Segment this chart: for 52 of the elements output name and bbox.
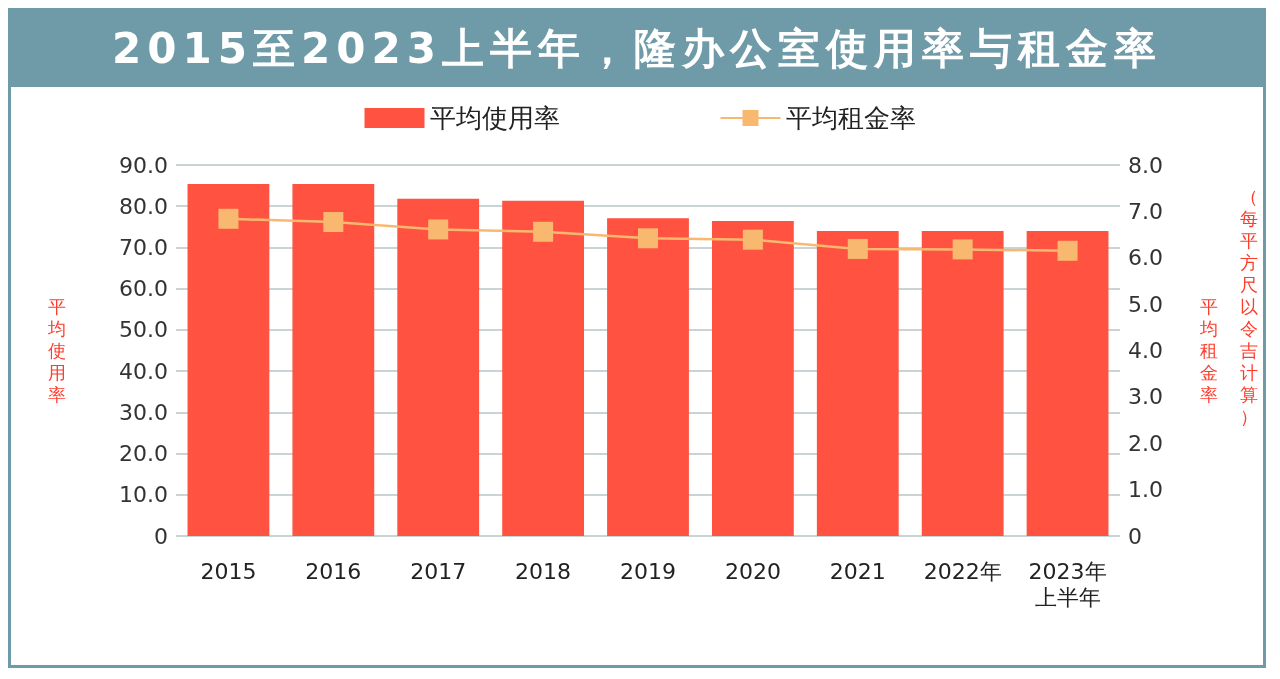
x-tick-label: 2018	[515, 558, 572, 584]
point	[323, 212, 344, 233]
x-tick-label: 2016	[305, 558, 362, 584]
bar	[187, 183, 270, 536]
bar	[921, 230, 1004, 536]
y-tick-label: 40.0	[119, 358, 168, 384]
x-tick-label: 2017	[410, 558, 467, 584]
point	[638, 228, 658, 249]
y2-tick-label: 5.0	[1128, 291, 1163, 317]
y-axis-title: 平均使用率	[47, 296, 66, 405]
y2-tick-label: 1.0	[1128, 477, 1163, 503]
x-tick-label: 2022年	[923, 558, 1002, 584]
y2-tick-label: 4.0	[1128, 338, 1163, 363]
y-tick-label: 30.0	[119, 399, 168, 425]
y2-tick-label: 6.0	[1128, 245, 1163, 271]
point	[428, 219, 449, 240]
x-tick-label: 2015	[200, 558, 257, 584]
x-tick-label: 2020	[724, 558, 781, 584]
x-tick-label: 2021	[829, 558, 886, 584]
y2-tick-label: 3.0	[1128, 384, 1163, 410]
bar	[397, 198, 480, 536]
point	[742, 229, 763, 250]
y2-axis-title: 平均租金率	[1199, 296, 1218, 405]
y-tick-label: 50.0	[119, 317, 168, 343]
x-tick-label: 2019	[620, 558, 676, 584]
bar	[607, 218, 689, 536]
legend-label: 平均租金率	[785, 103, 916, 133]
y2-tick-label: 2.0	[1128, 430, 1163, 456]
point	[952, 239, 973, 260]
point	[533, 221, 554, 242]
bar	[711, 221, 794, 536]
bar	[816, 230, 899, 536]
legend-label: 平均使用率	[429, 103, 560, 133]
text: （每平方尺以令吉计算）	[1240, 185, 1258, 427]
y2-tick-label: 8.0	[1128, 152, 1163, 178]
point	[847, 238, 868, 259]
y-tick-label: 0	[154, 523, 168, 549]
point	[218, 208, 239, 229]
bar	[1026, 230, 1109, 536]
y-tick-label: 90.0	[119, 152, 168, 178]
y-tick-label: 60.0	[119, 276, 168, 302]
bar	[292, 183, 375, 536]
y2-tick-label: 7.0	[1128, 198, 1163, 224]
x-tick-label: 2023年上半年	[1028, 558, 1107, 610]
bar	[502, 200, 585, 536]
y-tick-label: 10.0	[119, 482, 168, 508]
y-tick-label: 70.0	[119, 234, 168, 260]
y-tick-label: 80.0	[119, 193, 168, 219]
y-tick-label: 20.0	[119, 441, 168, 467]
chart-title: 2015至2023上半年，隆办公室使用率与租金率	[11, 11, 1263, 87]
point	[1057, 240, 1078, 261]
y2-tick-label: 0	[1128, 523, 1142, 549]
